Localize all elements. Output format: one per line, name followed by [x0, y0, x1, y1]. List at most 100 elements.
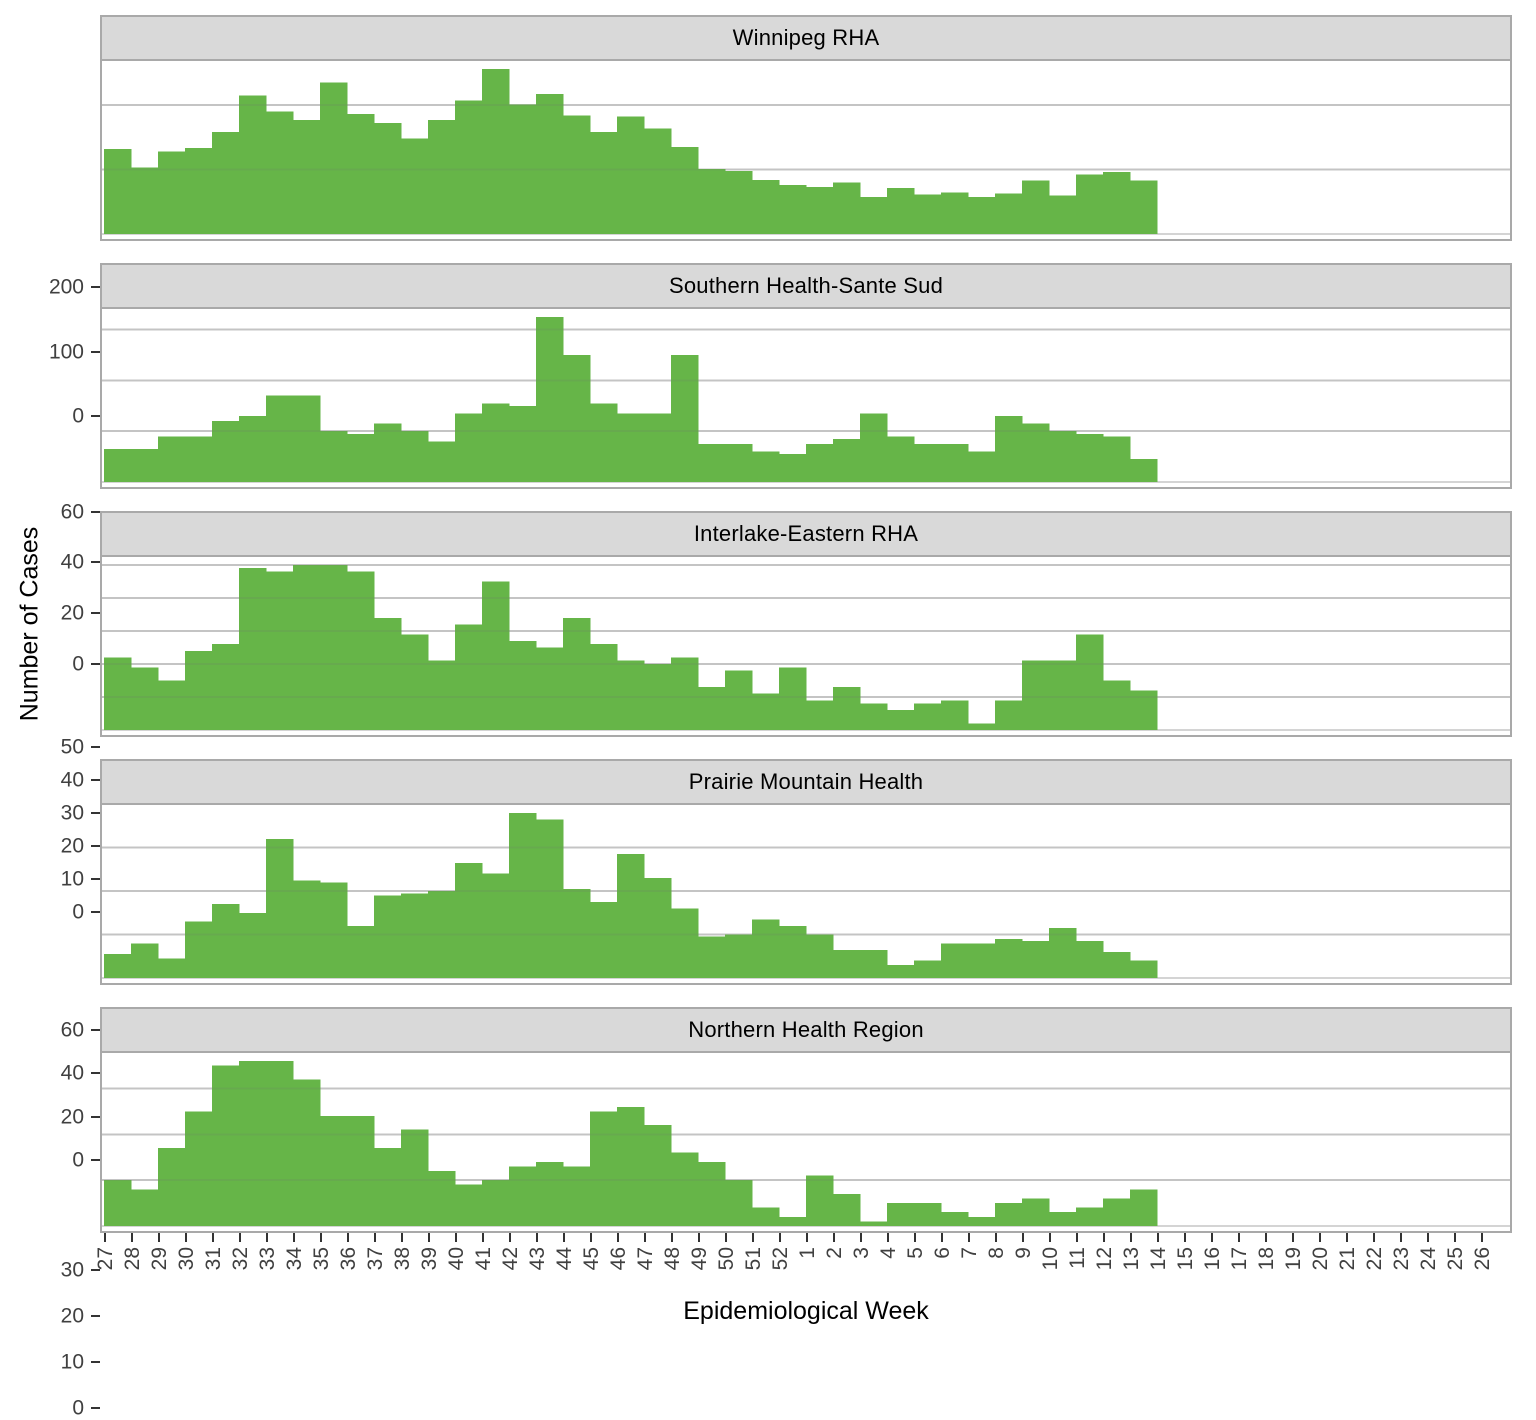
y-tick-label: 20: [60, 1105, 84, 1129]
bar-week-42: [509, 405, 537, 482]
bar-week-6: [941, 1212, 969, 1226]
y-tick-mark: [91, 778, 100, 781]
bars-plot: [102, 316, 1510, 483]
bar-week-35: [320, 82, 348, 234]
y-tick-label: 0: [72, 404, 84, 428]
bar-week-7: [968, 197, 996, 234]
bar-week-40: [455, 413, 483, 482]
bar-week-33: [266, 111, 294, 234]
x-tick-mark: [1130, 1233, 1132, 1242]
x-tick-label-text: 26: [1471, 1247, 1494, 1271]
bar-week-29: [158, 680, 186, 730]
x-tick-label-text: 17: [1228, 1247, 1251, 1271]
y-tick-mark: [91, 286, 100, 289]
bar-week-13: [1130, 690, 1158, 730]
x-tick-label-text: 36: [337, 1247, 360, 1271]
bar-week-34: [293, 395, 321, 482]
x-tick-mark: [968, 1233, 970, 1242]
y-axis: 0 10 20 30 40 50: [0, 736, 100, 923]
bar-week-35: [320, 431, 348, 482]
bar-week-3: [860, 1221, 888, 1226]
y-axis: 0 20 40 60: [0, 985, 100, 1171]
y-tick-label: 30: [60, 1258, 84, 1282]
bar-week-11: [1076, 941, 1104, 978]
bar-week-30: [185, 650, 213, 730]
x-tick-mark: [374, 1233, 376, 1242]
x-tick-label-text: 34: [283, 1247, 306, 1271]
facet-panel: [100, 555, 1512, 737]
bar-week-47: [644, 413, 672, 482]
x-tick-label-text: 13: [1120, 1247, 1143, 1271]
bar-week-12: [1103, 951, 1131, 978]
y-tick-label: 20: [60, 834, 84, 858]
y-axis: 0 20 40 60: [0, 489, 100, 675]
bar-week-43: [536, 94, 564, 234]
bar-week-48: [671, 908, 699, 978]
x-tick-mark: [887, 1233, 889, 1242]
bar-week-36: [347, 114, 375, 234]
y-tick-mark: [91, 911, 100, 913]
x-tick-label-text: 41: [472, 1247, 495, 1271]
x-tick-mark: [725, 1233, 727, 1242]
bar-week-8: [995, 415, 1023, 482]
y-tick-mark: [91, 1159, 100, 1161]
y-tick-label: 0: [72, 652, 84, 676]
bar-week-49: [698, 687, 726, 730]
bar-week-7: [968, 943, 996, 978]
bar-week-12: [1103, 1198, 1131, 1226]
bar-week-39: [428, 1170, 456, 1226]
x-tick-mark: [590, 1233, 592, 1242]
y-axis: 0 100 200: [0, 241, 100, 427]
bar-week-9: [1022, 1198, 1050, 1226]
facet-panel: [100, 59, 1512, 241]
y-axis: 0 10 20 30: [0, 1233, 100, 1419]
bar-week-5: [914, 703, 942, 730]
bar-week-38: [401, 893, 429, 978]
x-tick-mark: [239, 1233, 241, 1242]
bar-week-32: [239, 415, 267, 482]
x-tick-mark: [158, 1233, 160, 1242]
faceted-bar-chart: Number of Cases Winnipeg RHA 0 100 200 Sou…: [0, 15, 1512, 1419]
facet-panel: [100, 307, 1512, 489]
x-tick-label-text: 9: [1012, 1247, 1035, 1259]
x-tick-label-text: 47: [634, 1247, 657, 1271]
bar-week-7: [968, 451, 996, 482]
x-tick-label-text: 4: [877, 1247, 900, 1259]
bar-week-4: [887, 1203, 915, 1226]
bar-week-11: [1076, 174, 1104, 234]
bar-week-36: [347, 1115, 375, 1226]
x-tick-label-text: 7: [958, 1247, 981, 1259]
x-tick-label-text: 12: [1093, 1247, 1116, 1271]
facet-title: Prairie Mountain Health: [688, 769, 924, 794]
bar-week-30: [185, 148, 213, 234]
bar-week-50: [725, 170, 753, 234]
bar-week-35: [320, 564, 348, 730]
x-tick-mark: [1454, 1233, 1456, 1242]
bar-week-12: [1103, 172, 1131, 234]
bar-week-31: [212, 132, 240, 234]
bar-week-9: [1022, 660, 1050, 730]
bar-week-8: [995, 700, 1023, 730]
facet-strip: Prairie Mountain Health: [100, 759, 1512, 803]
x-tick-mark: [536, 1233, 538, 1242]
bar-week-34: [293, 564, 321, 730]
bar-week-31: [212, 644, 240, 730]
x-tick-label-text: 11: [1066, 1247, 1089, 1269]
bar-week-35: [320, 1115, 348, 1226]
bar-week-11: [1076, 1207, 1104, 1226]
bar-week-43: [536, 1161, 564, 1226]
bar-week-32: [239, 912, 267, 978]
y-tick-label: 30: [60, 801, 84, 825]
y-tick-mark: [91, 1407, 100, 1409]
bar-week-45: [590, 901, 618, 978]
bar-week-39: [428, 660, 456, 730]
bar-week-51: [752, 451, 780, 482]
bar-week-3: [860, 413, 888, 482]
bar-week-51: [752, 693, 780, 730]
bar-week-50: [725, 1180, 753, 1226]
x-tick-label-text: 6: [931, 1247, 954, 1259]
bar-week-42: [509, 640, 537, 730]
y-tick-mark: [91, 561, 100, 564]
y-tick-label: 10: [60, 867, 84, 891]
x-tick-mark: [1319, 1233, 1321, 1242]
